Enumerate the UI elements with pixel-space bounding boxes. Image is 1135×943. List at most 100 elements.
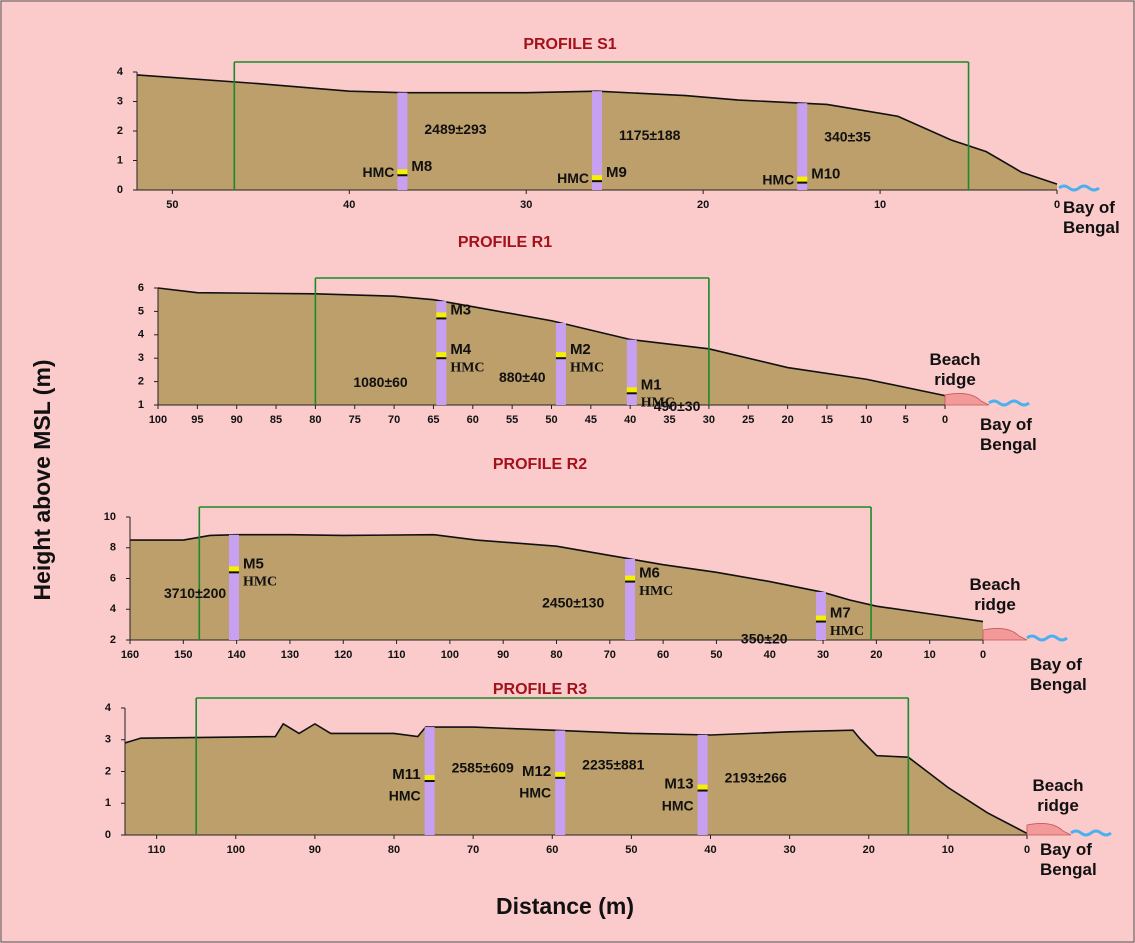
x-tick-label: 10 xyxy=(860,414,872,426)
x-tick-label: 70 xyxy=(604,649,616,661)
hmc-label: HMC xyxy=(557,170,589,186)
y-tick-label: 2 xyxy=(105,765,111,777)
beach-ridge xyxy=(1027,823,1071,835)
x-tick-label: 20 xyxy=(863,844,875,856)
x-tick-label: 40 xyxy=(624,414,636,426)
x-tick-label: 100 xyxy=(149,414,167,426)
age-label: 2235±881 xyxy=(582,757,644,773)
hmc-label: HMC xyxy=(570,360,604,375)
x-tick-label: 70 xyxy=(467,844,479,856)
x-tick-label: 0 xyxy=(942,414,948,426)
chart: Height above MSL (m) Distance (m) PROFIL… xyxy=(0,0,1135,943)
x-tick-label: 60 xyxy=(657,649,669,661)
x-tick-label: 50 xyxy=(545,414,557,426)
y-tick-label: 4 xyxy=(105,702,112,714)
age-label: 1175±188 xyxy=(619,127,681,143)
ridge-label: Beach ridge xyxy=(1023,776,1093,816)
hmc-label: HMC xyxy=(639,584,673,599)
y-tick-label: 8 xyxy=(110,542,116,554)
sample-name: M9 xyxy=(606,164,627,181)
age-label: 2585±609 xyxy=(452,760,514,776)
hmc-label: HMC xyxy=(662,797,694,813)
x-tick-label: 160 xyxy=(121,649,139,661)
age-label: 1080±60 xyxy=(353,374,408,390)
x-tick-label: 50 xyxy=(625,844,637,856)
x-tick-label: 40 xyxy=(343,199,355,211)
sample-name: M5 xyxy=(243,555,264,572)
core xyxy=(556,323,566,405)
hmc-label: HMC xyxy=(762,171,794,187)
hmc-label: HMC xyxy=(830,624,864,639)
x-tick-label: 100 xyxy=(227,844,245,856)
core xyxy=(229,535,239,640)
sample-name: M10 xyxy=(811,166,840,183)
x-tick-label: 30 xyxy=(784,844,796,856)
x-tick-label: 70 xyxy=(388,414,400,426)
y-axis-label: Height above MSL (m) xyxy=(29,359,55,600)
core xyxy=(625,559,635,640)
x-tick-label: 75 xyxy=(349,414,361,426)
sample-name: M3 xyxy=(450,301,471,318)
x-tick-label: 55 xyxy=(506,414,518,426)
y-tick-label: 3 xyxy=(105,734,111,746)
beach-ridge xyxy=(983,628,1027,640)
y-tick-label: 2 xyxy=(138,376,144,388)
x-tick-label: 60 xyxy=(546,844,558,856)
x-tick-label: 40 xyxy=(764,649,776,661)
x-tick-label: 35 xyxy=(663,414,675,426)
x-tick-label: 90 xyxy=(309,844,321,856)
age-label: 2450±130 xyxy=(542,594,604,610)
y-tick-label: 6 xyxy=(138,282,144,294)
beach-ridge xyxy=(945,393,989,405)
x-tick-label: 0 xyxy=(1024,844,1030,856)
x-tick-label: 100 xyxy=(441,649,459,661)
y-tick-label: 5 xyxy=(138,305,144,317)
chart-title: PROFILE R3 xyxy=(493,681,587,698)
y-tick-label: 1 xyxy=(105,797,111,809)
y-tick-label: 1 xyxy=(117,154,123,166)
x-tick-label: 95 xyxy=(191,414,203,426)
hmc-label: HMC xyxy=(389,788,421,804)
y-tick-label: 3 xyxy=(138,352,144,364)
y-tick-label: 0 xyxy=(105,829,111,841)
sample-name: M11 xyxy=(392,766,420,783)
sample-name: M4 xyxy=(450,341,471,358)
sample-name: M12 xyxy=(522,763,551,780)
y-tick-label: 2 xyxy=(110,634,116,646)
x-tick-label: 5 xyxy=(903,414,909,426)
sea-waves xyxy=(1059,186,1099,190)
x-tick-label: 30 xyxy=(703,414,715,426)
chart-title: PROFILE R2 xyxy=(493,456,587,473)
sea-waves xyxy=(1027,636,1067,640)
sea-label: Bay of Bengal xyxy=(1063,198,1135,238)
terrain-fill xyxy=(158,288,945,405)
x-tick-label: 10 xyxy=(924,649,936,661)
sea-waves xyxy=(1071,831,1111,835)
hmc-label: HMC xyxy=(362,164,394,180)
x-tick-label: 30 xyxy=(520,199,532,211)
x-tick-label: 10 xyxy=(942,844,954,856)
x-tick-label: 25 xyxy=(742,414,754,426)
x-tick-label: 110 xyxy=(148,844,166,856)
core xyxy=(627,340,637,405)
x-tick-label: 110 xyxy=(388,649,406,661)
ridge-label: Beach ridge xyxy=(960,575,1030,615)
age-label: 490±30 xyxy=(654,398,701,414)
chart-title: PROFILE R1 xyxy=(458,234,552,251)
sample-name: M13 xyxy=(664,776,693,793)
x-tick-label: 130 xyxy=(281,649,299,661)
x-tick-label: 10 xyxy=(874,199,886,211)
y-tick-label: 2 xyxy=(117,125,123,137)
x-tick-label: 20 xyxy=(781,414,793,426)
y-tick-label: 6 xyxy=(110,572,116,584)
x-tick-label: 80 xyxy=(550,649,562,661)
core xyxy=(555,731,565,835)
sample-name: M1 xyxy=(641,376,662,393)
hmc-label: HMC xyxy=(243,575,277,590)
y-tick-label: 10 xyxy=(104,511,116,523)
y-tick-label: 0 xyxy=(117,184,123,196)
y-tick-label: 4 xyxy=(138,329,145,341)
x-tick-label: 150 xyxy=(174,649,192,661)
terrain-fill xyxy=(125,724,1027,835)
hmc-label: HMC xyxy=(450,360,484,375)
